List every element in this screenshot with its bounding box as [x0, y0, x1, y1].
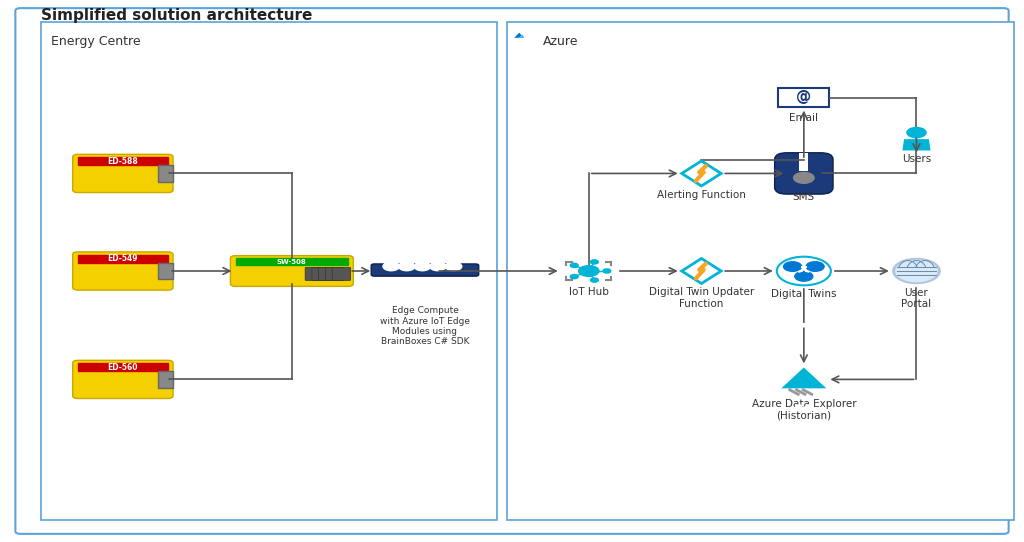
Text: SMS: SMS — [793, 192, 815, 202]
Bar — [78, 157, 168, 165]
FancyBboxPatch shape — [15, 8, 1009, 534]
FancyBboxPatch shape — [312, 267, 331, 280]
Circle shape — [579, 266, 599, 276]
Circle shape — [893, 259, 940, 283]
Bar — [158, 165, 173, 182]
Text: Azure Data Explorer
(Historian): Azure Data Explorer (Historian) — [752, 399, 856, 421]
FancyBboxPatch shape — [73, 154, 173, 192]
Circle shape — [796, 405, 802, 408]
FancyBboxPatch shape — [305, 267, 324, 280]
Bar — [236, 259, 348, 266]
Circle shape — [570, 263, 579, 268]
FancyBboxPatch shape — [73, 252, 173, 290]
Circle shape — [383, 262, 399, 271]
Circle shape — [907, 127, 926, 138]
Text: Email: Email — [790, 113, 818, 123]
Text: IoT Hub: IoT Hub — [569, 287, 608, 296]
Text: Azure: Azure — [543, 35, 579, 48]
Text: User
Portal: User Portal — [901, 288, 932, 309]
Bar — [78, 255, 168, 263]
Text: Simplified solution architecture: Simplified solution architecture — [41, 8, 312, 23]
Circle shape — [591, 278, 598, 282]
Circle shape — [603, 269, 610, 273]
Text: ED-549: ED-549 — [108, 254, 138, 263]
Circle shape — [811, 324, 817, 327]
Bar — [78, 363, 168, 371]
Polygon shape — [902, 139, 931, 151]
Circle shape — [806, 262, 824, 272]
FancyBboxPatch shape — [775, 153, 834, 194]
Polygon shape — [781, 367, 826, 388]
Polygon shape — [518, 34, 524, 38]
Circle shape — [591, 260, 598, 264]
FancyBboxPatch shape — [318, 267, 337, 280]
Text: ED-588: ED-588 — [108, 157, 138, 166]
FancyBboxPatch shape — [507, 22, 1014, 520]
Text: Edge Compute
with Azure IoT Edge
Modules using
BrainBoxes C# SDK: Edge Compute with Azure IoT Edge Modules… — [380, 306, 470, 346]
Circle shape — [783, 262, 802, 272]
Circle shape — [801, 324, 807, 327]
Text: Users: Users — [902, 154, 931, 164]
Bar — [800, 153, 809, 171]
Text: Digital Twins: Digital Twins — [771, 289, 837, 299]
FancyBboxPatch shape — [73, 360, 173, 398]
Circle shape — [794, 172, 814, 183]
FancyBboxPatch shape — [230, 256, 353, 286]
Text: @: @ — [797, 89, 811, 105]
Circle shape — [570, 274, 579, 279]
Text: ED-560: ED-560 — [108, 363, 138, 372]
Text: Energy Centre: Energy Centre — [51, 35, 141, 48]
FancyBboxPatch shape — [371, 264, 479, 276]
FancyBboxPatch shape — [332, 267, 350, 280]
Text: SW-508: SW-508 — [276, 259, 307, 265]
Polygon shape — [514, 33, 524, 38]
Circle shape — [445, 262, 462, 271]
Circle shape — [414, 262, 430, 271]
Text: Digital Twin Updater
Function: Digital Twin Updater Function — [649, 287, 754, 309]
Circle shape — [398, 262, 415, 271]
Bar — [778, 88, 829, 107]
Circle shape — [791, 324, 797, 327]
FancyBboxPatch shape — [326, 267, 344, 280]
Circle shape — [895, 260, 938, 282]
Circle shape — [430, 262, 446, 271]
Bar — [158, 263, 173, 279]
Text: Alerting Function: Alerting Function — [657, 190, 745, 200]
Circle shape — [806, 405, 812, 408]
Bar — [158, 371, 173, 388]
FancyBboxPatch shape — [41, 22, 497, 520]
Circle shape — [795, 272, 813, 281]
